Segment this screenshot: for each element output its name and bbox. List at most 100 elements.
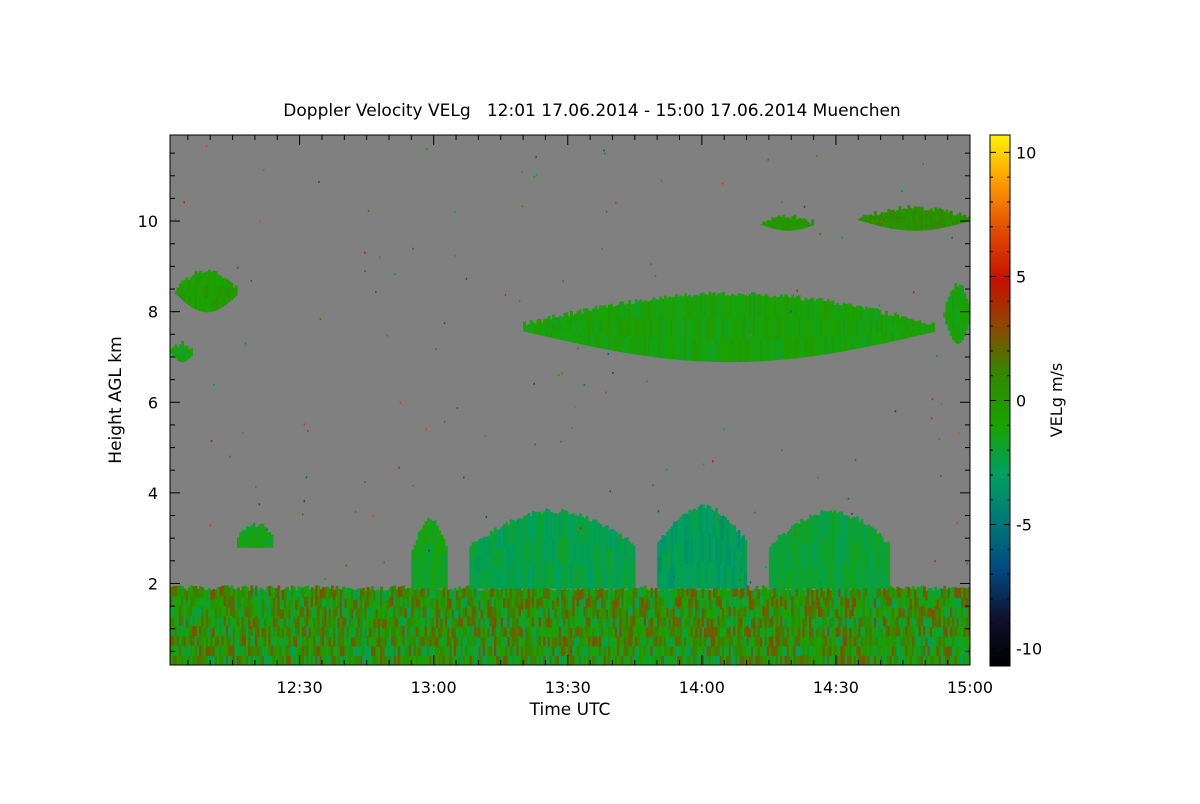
speckle: [375, 291, 377, 293]
chart-title: Doppler Velocity VELg 12:01 17.06.2014 -…: [283, 101, 900, 121]
velocity-cell: [950, 211, 953, 216]
velocity-cell: [271, 535, 274, 540]
speckle: [210, 524, 212, 526]
speckle: [259, 220, 261, 222]
speckle: [251, 280, 253, 282]
speckle: [211, 440, 213, 442]
velocity-cell: [190, 348, 193, 351]
speckle: [891, 227, 893, 229]
velocity-cell: [633, 560, 636, 575]
velocity-cell: [794, 214, 797, 220]
speckle: [816, 155, 818, 157]
speckle: [536, 174, 538, 176]
speckle: [746, 295, 748, 297]
speckle: [666, 469, 668, 471]
speckle: [750, 334, 752, 336]
speckle: [454, 255, 456, 257]
speckle: [804, 206, 806, 208]
speckle: [306, 476, 308, 478]
speckle: [818, 566, 820, 568]
speckle: [901, 190, 903, 192]
x-tick-label: 12:30: [277, 678, 323, 697]
colorbar-tick-label: 0: [1016, 392, 1026, 411]
x-tick-label: 15:00: [947, 678, 993, 697]
speckle: [761, 337, 763, 339]
speckle: [245, 343, 247, 345]
speckle: [534, 176, 536, 178]
x-axis-label: Time UTC: [529, 700, 611, 720]
speckle: [304, 424, 306, 426]
velocity-cell: [235, 292, 238, 296]
velocity-cell: [445, 546, 448, 560]
speckle: [364, 270, 366, 272]
speckle: [368, 210, 370, 212]
x-tick-label: 14:00: [679, 678, 725, 697]
speckle: [939, 438, 941, 440]
speckle: [580, 527, 582, 529]
speckle: [346, 565, 348, 567]
speckle: [615, 202, 617, 204]
speckle: [795, 534, 797, 536]
speckle: [454, 211, 456, 213]
speckle: [881, 221, 883, 223]
speckle: [957, 522, 959, 524]
speckle: [936, 355, 938, 357]
speckle: [398, 467, 400, 469]
speckle: [739, 579, 741, 581]
velocity-cell: [633, 574, 636, 589]
speckle: [522, 205, 524, 207]
speckle: [781, 201, 783, 203]
speckle: [794, 531, 796, 533]
y-tick-label: 10: [138, 212, 158, 231]
speckle: [608, 353, 610, 355]
speckle: [523, 579, 525, 581]
speckle: [571, 427, 573, 429]
velocity-cell: [445, 574, 448, 588]
speckle: [934, 560, 936, 562]
velocity-cell: [445, 560, 448, 574]
speckle: [466, 278, 468, 280]
speckle: [584, 384, 586, 386]
y-tick-label: 6: [148, 393, 158, 412]
speckle: [895, 410, 897, 412]
speckle: [851, 513, 853, 515]
speckle: [412, 485, 414, 487]
speckle: [722, 183, 724, 185]
speckle: [603, 150, 605, 152]
y-axis-label: Height AGL km: [106, 336, 126, 463]
speckle: [931, 417, 933, 419]
speckle: [879, 304, 881, 306]
speckle: [781, 449, 783, 451]
velocity-cell: [744, 540, 747, 557]
speckle: [561, 582, 563, 584]
speckle: [428, 550, 430, 552]
speckle: [750, 582, 752, 584]
speckle: [695, 555, 697, 557]
speckle: [574, 406, 576, 408]
speckle: [519, 300, 521, 302]
speckle: [652, 484, 654, 486]
speckle: [206, 145, 208, 147]
speckle: [521, 171, 523, 173]
speckle: [723, 428, 725, 430]
speckle: [661, 180, 663, 182]
velocity-cell: [523, 322, 526, 326]
speckle: [941, 403, 943, 405]
velocity-cell: [887, 542, 890, 558]
x-tick-label: 13:30: [545, 678, 591, 697]
speckle: [817, 477, 819, 479]
speckle: [175, 218, 177, 220]
boundary_layer-region-0: [170, 585, 971, 665]
speckle: [673, 575, 675, 577]
speckle: [444, 322, 446, 324]
speckle: [463, 477, 465, 479]
speckle: [325, 578, 327, 580]
speckle: [560, 441, 562, 443]
speckle: [820, 233, 822, 235]
speckle: [658, 510, 660, 512]
speckle: [400, 402, 402, 404]
speckle: [355, 511, 357, 513]
speckle: [558, 374, 560, 376]
speckle: [841, 237, 843, 239]
